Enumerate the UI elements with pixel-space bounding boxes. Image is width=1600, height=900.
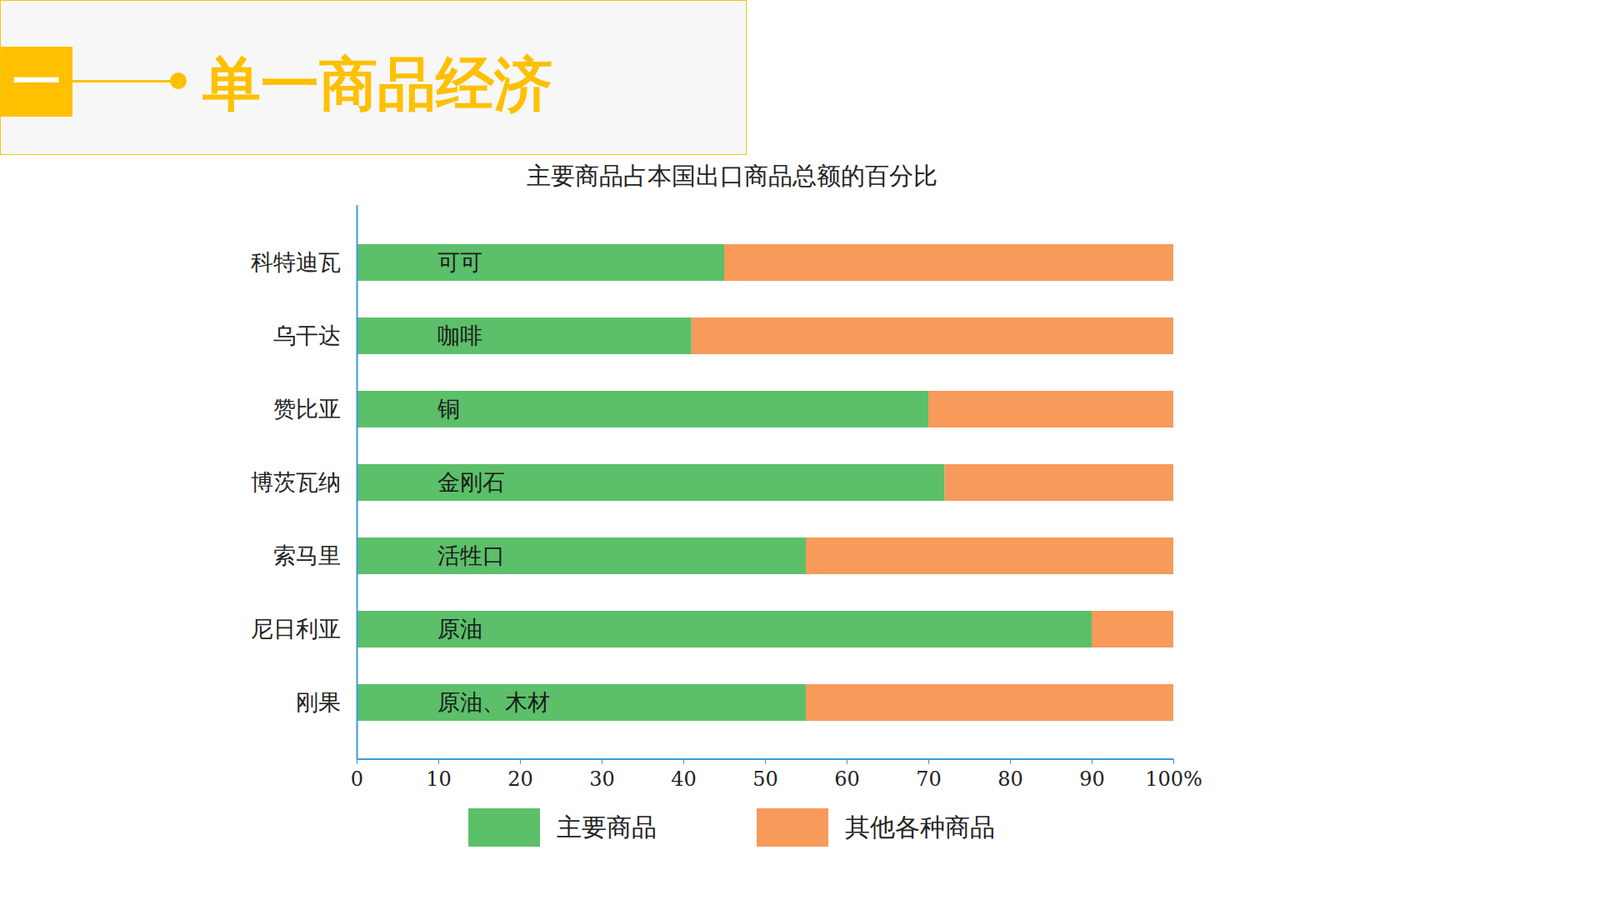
- svg-text:20: 20: [507, 767, 534, 791]
- html-text:主要商品占本国出口商品总额的百分比: 主要商品占本国出口商品总额的百分比: [526, 161, 938, 190]
- svg-text:30: 30: [589, 767, 615, 791]
- svg-text:100%: 100%: [1145, 767, 1203, 791]
- svg-text:索马里: 索马里: [273, 542, 341, 569]
- html-text:主要商品: 主要商品: [556, 812, 657, 842]
- svg-text:赞比亚: 赞比亚: [273, 395, 341, 422]
- svg-text:科特迪瓦: 科特迪瓦: [250, 249, 341, 275]
- svg-text:90: 90: [1079, 767, 1105, 791]
- svg-text:博茨瓦纳: 博茨瓦纳: [250, 469, 341, 495]
- svg-text:70: 70: [915, 767, 942, 791]
- svg-text:咖啡: 咖啡: [437, 322, 483, 349]
- svg-text:0: 0: [350, 767, 364, 791]
- html-text:一: 一: [12, 53, 61, 110]
- svg-text:10: 10: [425, 767, 452, 791]
- svg-text:80: 80: [997, 767, 1024, 791]
- svg-text:原油、木材: 原油、木材: [437, 689, 550, 715]
- svg-text:原油: 原油: [437, 615, 483, 642]
- svg-text:50: 50: [752, 767, 779, 791]
- html-text:其他各种商品: 其他各种商品: [845, 812, 995, 842]
- svg-text:可可: 可可: [437, 249, 483, 275]
- svg-text:40: 40: [670, 767, 697, 791]
- svg-text:刚果: 刚果: [295, 689, 341, 715]
- svg-text:60: 60: [834, 767, 860, 791]
- svg-text:尼日利亚: 尼日利亚: [250, 615, 341, 642]
- svg-text:活牲口: 活牲口: [437, 542, 505, 569]
- svg-text:乌干达: 乌干达: [273, 322, 341, 349]
- svg-text:金刚石: 金刚石: [437, 469, 505, 495]
- svg-text:铜: 铜: [436, 395, 460, 422]
- html-text:单一商品经济: 单一商品经济: [202, 50, 553, 119]
